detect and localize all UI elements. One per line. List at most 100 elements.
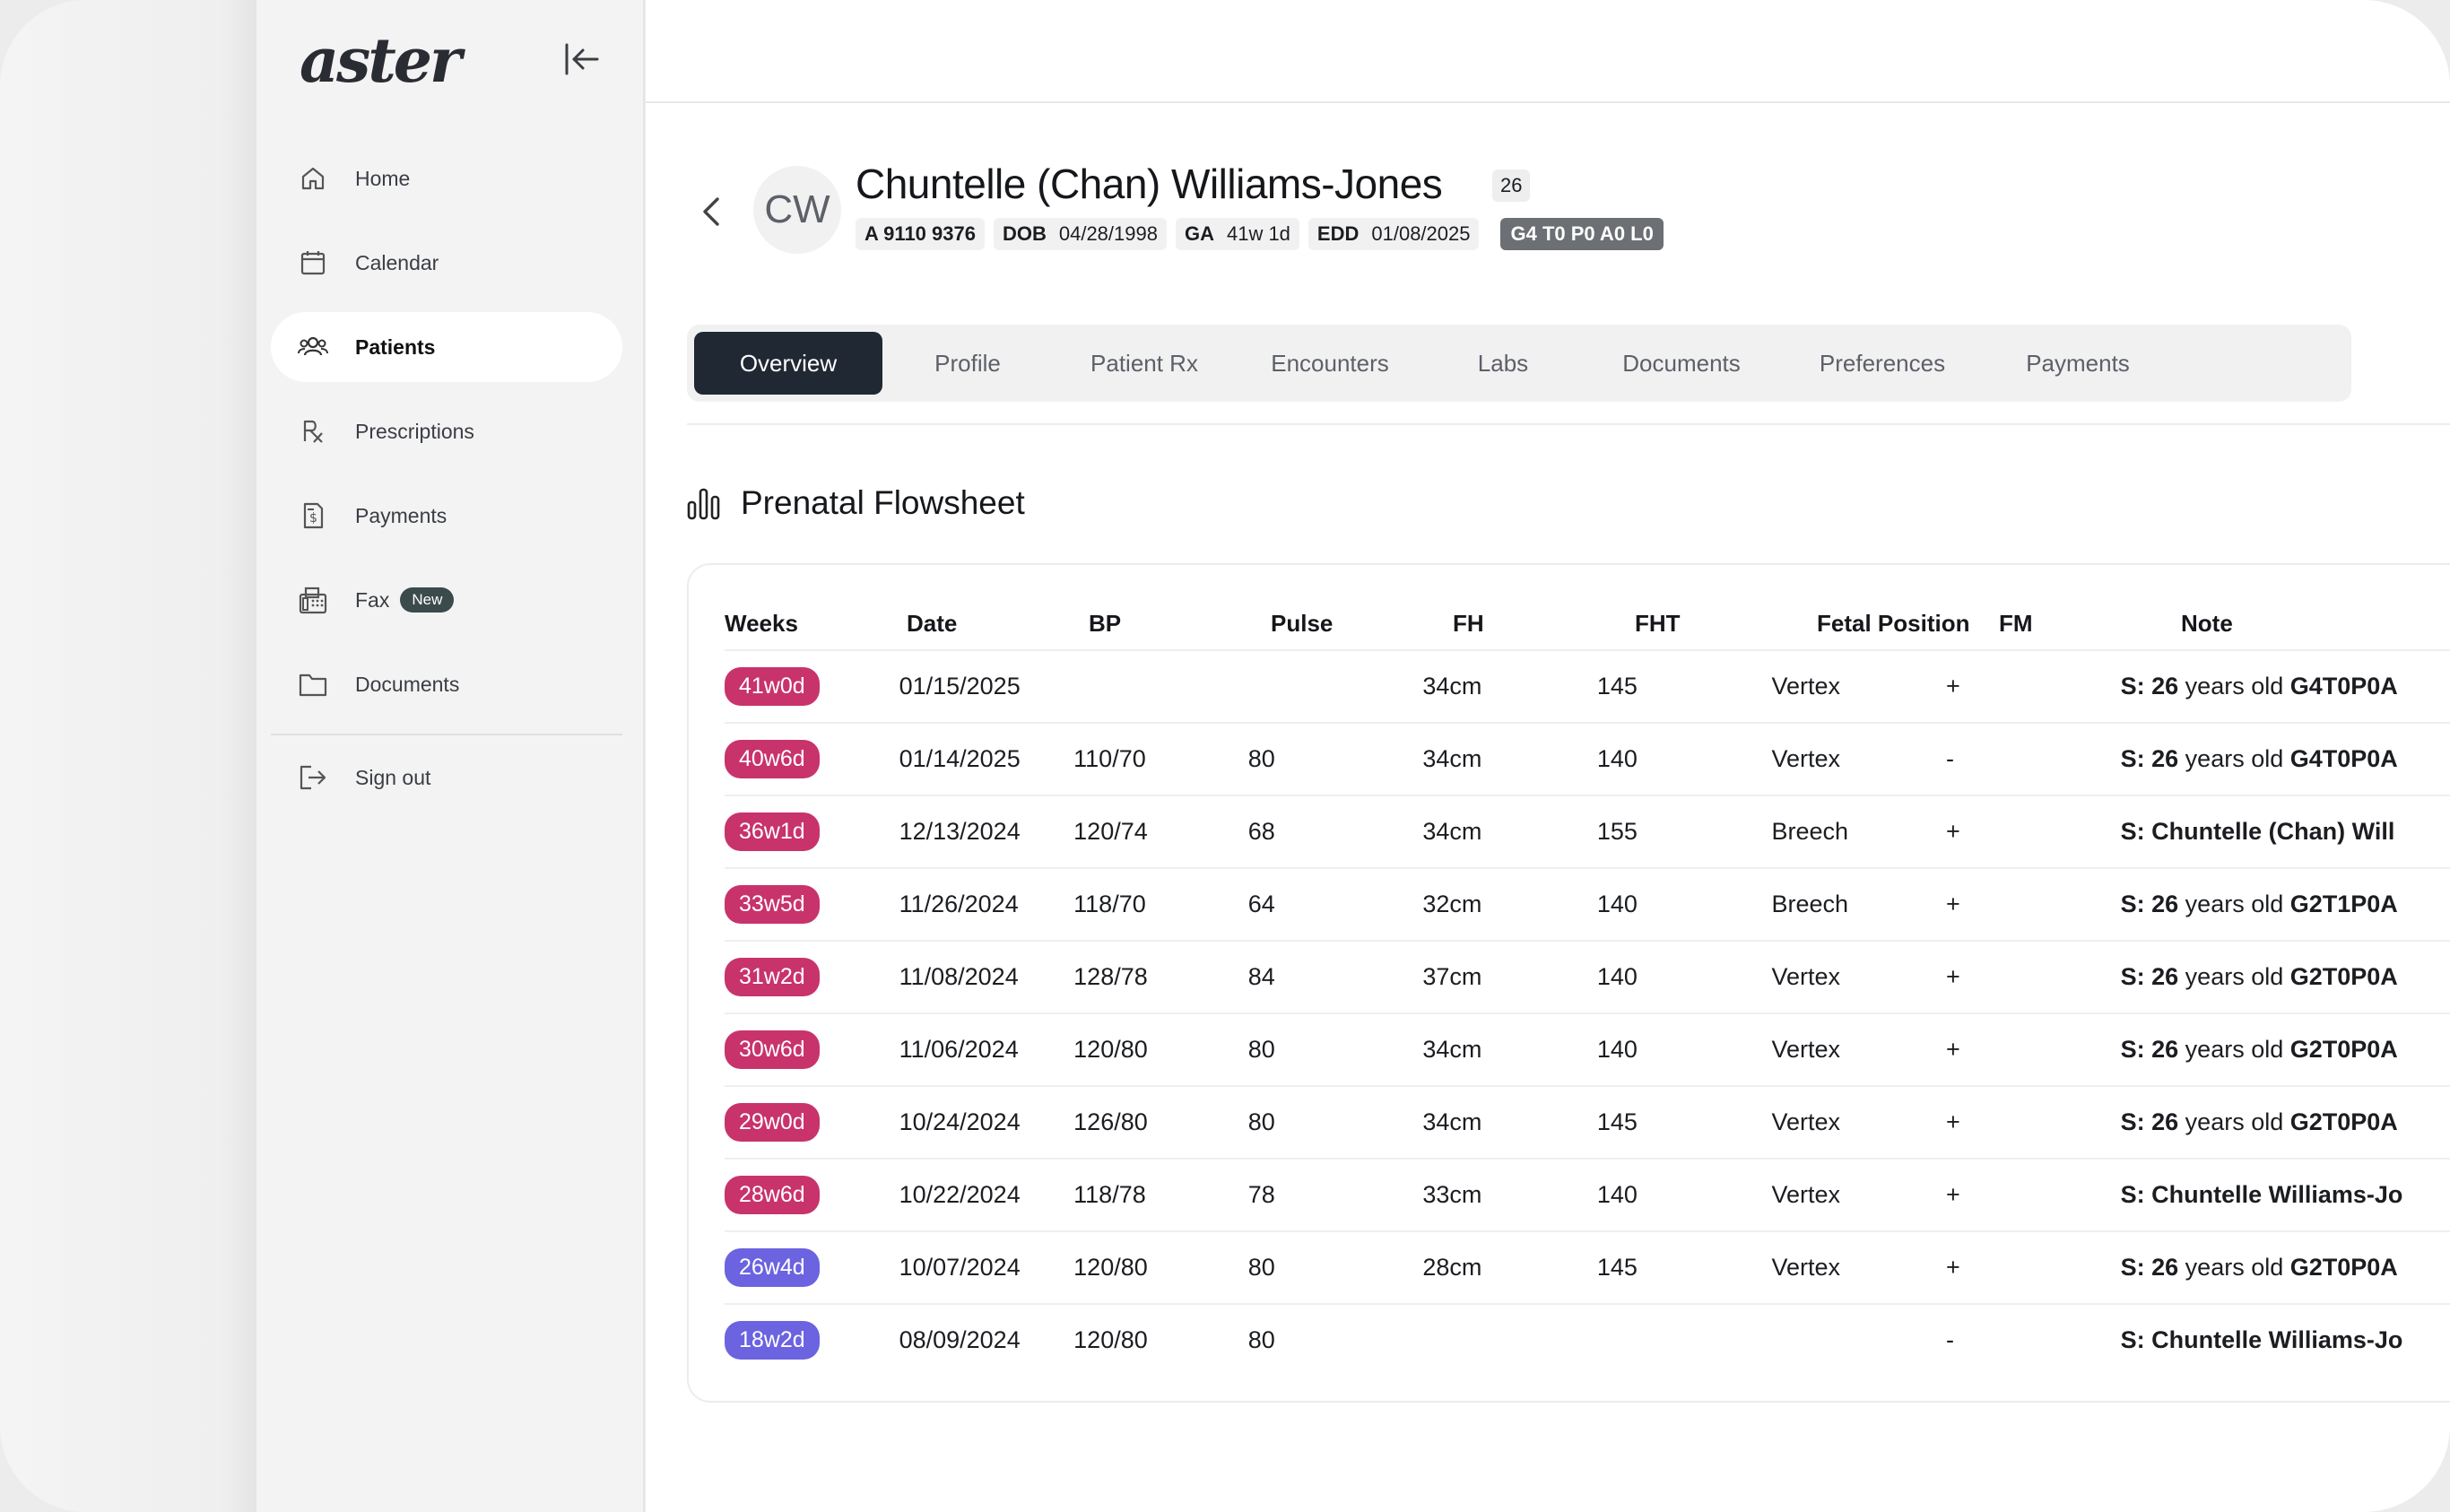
tab-preferences[interactable]: Preferences — [1819, 349, 1946, 377]
note-mid: years old — [2178, 963, 2290, 990]
note-cell: S: Chuntelle Williams-Jo — [2121, 1181, 2450, 1209]
edd-field: EDD 01/08/2025 — [1308, 218, 1480, 250]
fm-cell: + — [1946, 1181, 1960, 1208]
top-bar — [646, 0, 2450, 103]
note-prefix: S: Chuntelle Williams-Jo — [2120, 1326, 2403, 1353]
bp-cell: 128/78 — [1073, 963, 1148, 990]
fax-icon — [298, 585, 328, 615]
sidebar-item-label: Documents — [355, 672, 460, 696]
weeks-cell: 28w6d — [725, 1176, 899, 1214]
table-row[interactable]: 41w0d 01/15/2025 34cm 145 Vertex + S: 26 years… — [725, 649, 2450, 722]
sidebar-item-prescriptions[interactable]: Prescriptions — [271, 396, 622, 466]
weeks-badge: 18w2d — [725, 1321, 820, 1360]
note-cell: S: Chuntelle (Chan) Will — [2121, 818, 2450, 846]
window-frame-left — [0, 0, 260, 1512]
tab-payments[interactable]: Payments — [2026, 349, 2130, 377]
sidebar-item-documents[interactable]: Documents — [271, 649, 622, 719]
tab-encounters[interactable]: Encounters — [1271, 349, 1389, 377]
sidebar-item-home[interactable]: Home — [271, 143, 622, 213]
sidebar-item-calendar[interactable]: Calendar — [271, 228, 622, 298]
note-suffix: G2T0P0A — [2289, 1254, 2398, 1281]
note-mid: years old — [2178, 673, 2290, 700]
col-header-pulse[interactable]: Pulse — [1271, 609, 1334, 637]
sidebar-item-label: Fax — [355, 587, 390, 612]
table-row[interactable]: 30w6d 11/06/2024 120/80 80 34cm 140 Vertex + S: … — [725, 1012, 2450, 1085]
bar-chart-icon — [687, 486, 721, 520]
table-row[interactable]: 29w0d 10/24/2024 126/80 80 34cm 145 Vertex + S: … — [725, 1085, 2450, 1158]
sidebar-item-fax[interactable]: Fax New — [271, 565, 622, 635]
note-suffix: G2T0P0A — [2289, 1036, 2398, 1063]
weeks-badge: 28w6d — [725, 1176, 820, 1214]
weeks-cell: 41w0d — [725, 667, 899, 706]
weeks-cell: 36w1d — [725, 812, 899, 851]
pulse-cell: 84 — [1247, 963, 1275, 990]
table-header: Weeks Date BP Pulse FH FHT Fetal Positio… — [725, 601, 2450, 646]
tab-patient-rx[interactable]: Patient Rx — [1090, 349, 1198, 377]
date-cell: 11/08/2024 — [899, 963, 1019, 990]
folder-icon — [298, 669, 328, 700]
receipt-dollar-icon: $ — [298, 500, 328, 531]
col-header-fh[interactable]: FH — [1453, 609, 1484, 637]
note-mid: years old — [2178, 891, 2290, 917]
col-header-bp[interactable]: BP — [1089, 609, 1122, 637]
fh-cell: 33cm — [1422, 1181, 1482, 1208]
note-suffix: G2T1P0A — [2289, 891, 2398, 917]
table-row[interactable]: 33w5d 11/26/2024 118/70 64 32cm 140 Breech + S: … — [725, 867, 2450, 940]
app-logo[interactable]: aster — [300, 25, 462, 97]
fm-cell: + — [1946, 673, 1960, 700]
flowsheet-table: Weeks Date BP Pulse FH FHT Fetal Positio… — [687, 563, 2450, 1403]
sidebar-nav: Home Calendar Patients Prescriptions $ P… — [271, 143, 622, 827]
back-arrow-icon[interactable] — [696, 192, 726, 231]
pulse-cell: 64 — [1247, 891, 1275, 917]
users-icon — [298, 332, 328, 362]
col-header-fht[interactable]: FHT — [1635, 609, 1681, 637]
date-cell: 10/24/2024 — [899, 1108, 1021, 1135]
new-badge: New — [400, 587, 455, 613]
col-header-fm[interactable]: FM — [1999, 609, 2033, 637]
date-cell: 08/09/2024 — [899, 1326, 1021, 1353]
note-cell: S: 26 years old G2T1P0A — [2121, 891, 2450, 918]
tab-overview[interactable]: Overview — [694, 332, 882, 395]
table-row[interactable]: 18w2d 08/09/2024 120/80 80 - S: Chuntelle Wil… — [725, 1303, 2450, 1376]
sidebar-item-label: Payments — [355, 503, 447, 527]
sidebar-item-patients[interactable]: Patients — [271, 312, 622, 382]
tab-labs[interactable]: Labs — [1477, 349, 1529, 377]
note-suffix: G4T0P0A — [2289, 745, 2398, 772]
weeks-badge: 33w5d — [725, 885, 820, 924]
fm-cell: + — [1946, 1254, 1960, 1281]
avatar: CW — [753, 166, 841, 254]
table-row[interactable]: 36w1d 12/13/2024 120/74 68 34cm 155 Breech + S: … — [725, 795, 2450, 867]
main-content: CW Chuntelle (Chan) Williams-Jones 26 A … — [646, 0, 2450, 1512]
dob-label: DOB — [1002, 222, 1047, 245]
table-row[interactable]: 40w6d 01/14/2025 110/70 80 34cm 140 Vertex - S: … — [725, 722, 2450, 795]
sign-out-button[interactable]: Sign out — [271, 743, 622, 812]
table-row[interactable]: 26w4d 10/07/2024 120/80 80 28cm 145 Vertex + S: … — [725, 1230, 2450, 1303]
edd-value: 01/08/2025 — [1371, 222, 1471, 245]
sidebar-item-payments[interactable]: $ Payments — [271, 481, 622, 551]
calendar-icon — [298, 248, 328, 278]
table-row[interactable]: 31w2d 11/08/2024 128/78 84 37cm 140 Vertex + S: … — [725, 940, 2450, 1012]
col-header-note[interactable]: Note — [2181, 609, 2233, 637]
tab-profile[interactable]: Profile — [934, 349, 1001, 377]
table-row[interactable]: 28w6d 10/22/2024 118/78 78 33cm 140 Vertex + S: … — [725, 1158, 2450, 1230]
col-header-fetal-position[interactable]: Fetal Position — [1817, 609, 1970, 637]
weeks-cell: 29w0d — [725, 1103, 899, 1142]
bp-cell: 120/74 — [1073, 818, 1148, 845]
col-header-weeks[interactable]: Weeks — [725, 609, 798, 637]
tab-documents[interactable]: Documents — [1622, 349, 1741, 377]
bp-cell: 120/80 — [1073, 1254, 1148, 1281]
date-cell: 10/07/2024 — [899, 1254, 1021, 1281]
col-header-date[interactable]: Date — [907, 609, 958, 637]
note-prefix: S: 26 — [2120, 1036, 2179, 1063]
fht-cell: 145 — [1596, 1108, 1638, 1135]
patient-tabs: Overview Profile Patient Rx Encounters L… — [687, 325, 2351, 402]
ga-label: GA — [1184, 222, 1214, 245]
patient-name: Chuntelle (Chan) Williams-Jones — [856, 161, 1443, 207]
fetal-position-cell: Breech — [1771, 818, 1849, 845]
collapse-left-icon[interactable] — [560, 39, 603, 79]
weeks-cell: 31w2d — [725, 958, 899, 996]
date-cell: 01/14/2025 — [899, 745, 1021, 772]
weeks-badge: 29w0d — [725, 1103, 820, 1142]
sidebar-item-label: Prescriptions — [355, 419, 474, 443]
fht-cell: 140 — [1596, 745, 1638, 772]
